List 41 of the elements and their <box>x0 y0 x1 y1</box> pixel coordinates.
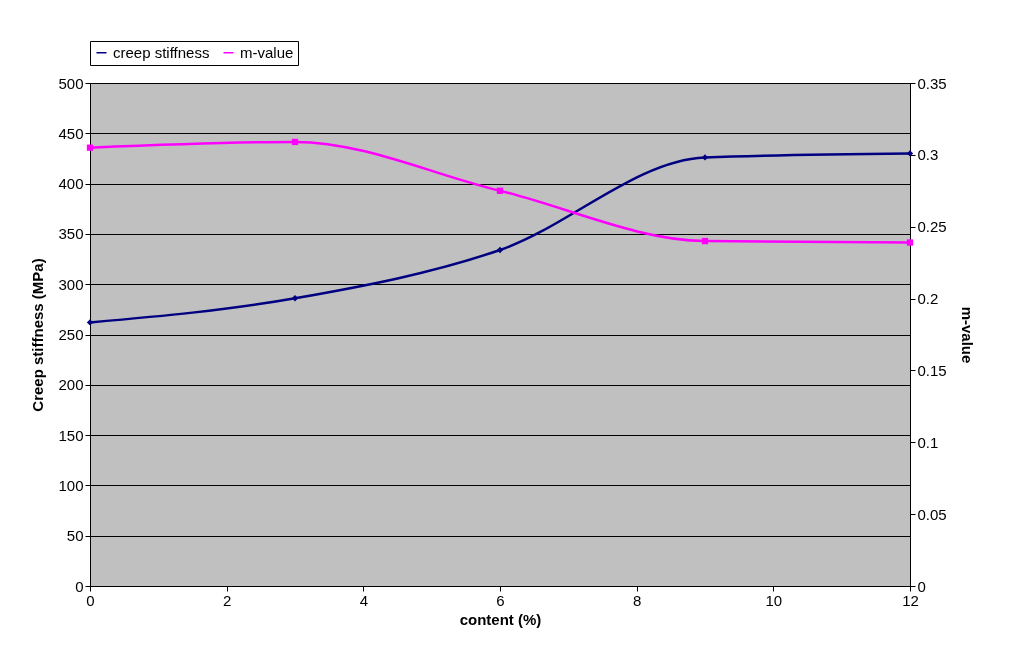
y-tick-label: 200 <box>58 376 84 394</box>
point <box>701 154 709 161</box>
point <box>86 144 94 151</box>
y-tick-label: 400 <box>58 175 84 193</box>
y-tick-label: 150 <box>58 426 84 444</box>
y-tick-label: 500 <box>58 74 84 92</box>
point <box>906 239 914 246</box>
y-tick-label: 100 <box>58 476 84 494</box>
y2-tick-label: 0.1 <box>917 433 939 451</box>
point <box>496 246 504 254</box>
point <box>496 187 504 194</box>
y2-tick-label: 0 <box>917 577 926 595</box>
y2-axis-title: m-value <box>958 306 976 364</box>
y-tick-label: 450 <box>58 124 84 142</box>
point <box>291 295 299 302</box>
x-tick-label: 4 <box>359 591 369 609</box>
y2-tick-label: 0.2 <box>917 290 939 308</box>
y2-tick-label: 0.35 <box>917 74 947 92</box>
legend-label: creep stiffness <box>113 43 210 61</box>
point <box>701 237 709 245</box>
x-axis-title: content (%) <box>459 610 542 628</box>
x-tick-label: 6 <box>496 591 505 609</box>
y-axis-title: Creep stiffness (MPa) <box>29 258 47 412</box>
point <box>86 319 94 326</box>
point <box>906 150 914 157</box>
y-tick-label: 350 <box>58 225 84 243</box>
y2-tick-label: 0.05 <box>917 505 947 523</box>
y-tick-label: 300 <box>58 275 84 293</box>
x-tick-label: 12 <box>902 591 919 609</box>
y-tick-label: 0 <box>75 577 84 595</box>
y2-tick-label: 0.3 <box>917 146 939 164</box>
y-tick-label: 50 <box>66 527 84 545</box>
y2-tick-label: 0.25 <box>917 218 947 236</box>
x-tick-label: 2 <box>222 591 232 609</box>
y-tick-label: 250 <box>58 326 84 343</box>
x-tick-label: 0 <box>86 591 95 609</box>
x-tick-label: 8 <box>632 591 642 609</box>
x-tick-label: 10 <box>765 591 783 609</box>
y2-tick-label: 0.15 <box>917 361 947 379</box>
legend-label: m-value <box>240 43 294 61</box>
point <box>291 138 299 146</box>
